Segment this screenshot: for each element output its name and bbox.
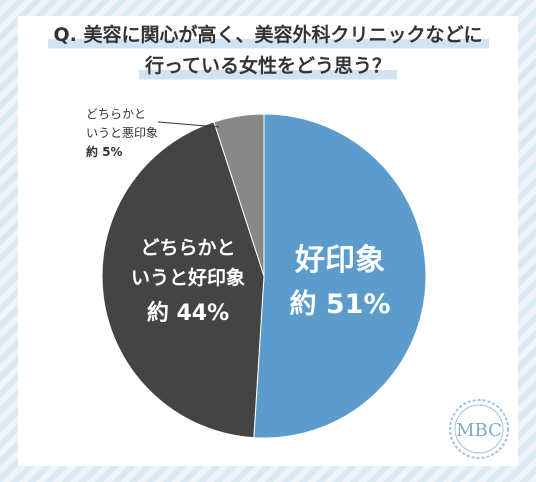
logo-badge: MBC [449,399,509,459]
slice-label-mid-1: どちらかと [140,237,235,259]
logo-text: MBC [456,420,502,441]
slice-value-good: 約 51% [289,288,390,320]
slice-label-mid-2: いうと好印象 [131,266,245,289]
slice-label-bad-2: いうと悪印象 [86,126,158,140]
slice-value-mid: 約 44% [147,300,229,326]
pie-slice-mid [101,121,265,439]
chart-title: Q. 美容に関心が高く、美容外科クリニックなどに 行っている女性をどう思う？ [0,20,536,82]
slice-value-bad: 約 5% [86,144,123,159]
slice-label-bad-1: どちらかと [86,107,146,121]
pie-slice-good [253,113,427,439]
callout-leader-line [157,121,220,128]
pie-slices [101,113,427,439]
title-line-1: Q. 美容に関心が高く、美容外科クリニックなどに [47,20,489,51]
pie-slice-bad [213,113,265,277]
slice-label-good: 好印象 [294,243,385,278]
title-line-2: 行っている女性をどう思う？ [138,51,398,82]
